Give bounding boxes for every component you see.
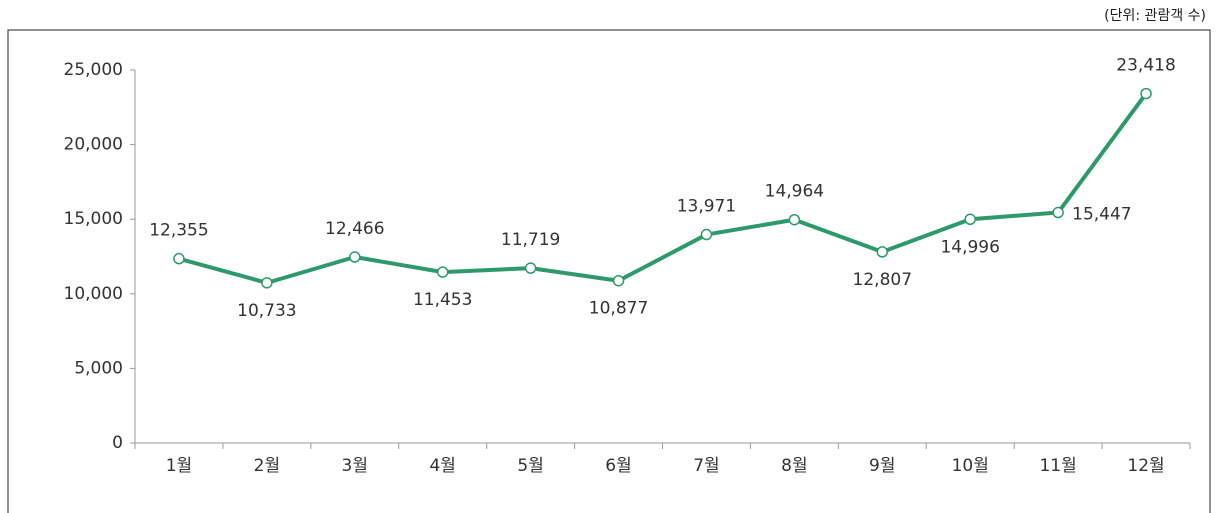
- marker: [261, 277, 273, 289]
- data-label: 12,355: [149, 221, 208, 241]
- y-tick-label: 0: [112, 433, 123, 453]
- x-tick-label: 9월: [869, 456, 895, 476]
- x-tick-label: 4월: [429, 456, 455, 476]
- data-label: 14,964: [765, 182, 824, 202]
- x-tick-label: 12월: [1127, 456, 1164, 476]
- line: [178, 92, 1148, 285]
- x-tick-label: 5월: [517, 456, 543, 476]
- marker: [173, 252, 185, 265]
- data-label: 11,453: [413, 290, 472, 310]
- marker: [876, 246, 889, 258]
- data-label: 11,719: [501, 230, 560, 250]
- data-label: 15,447: [1072, 205, 1131, 225]
- unit-note: (단위: 관람객 수): [1104, 8, 1206, 24]
- marker: [1052, 206, 1064, 219]
- data-label: 10,877: [589, 299, 648, 319]
- data-label: 13,971: [677, 197, 736, 217]
- data-label: 14,996: [940, 237, 999, 257]
- x-tick-label: 6월: [605, 456, 631, 476]
- frame: [7, 29, 1211, 513]
- y-tick-label: 10,000: [64, 284, 123, 304]
- marker: [612, 274, 625, 287]
- x-tick-label: 7월: [693, 456, 719, 476]
- marker: [700, 228, 713, 241]
- marker: [788, 213, 801, 226]
- marker: [436, 266, 449, 278]
- y-tick-label: 15,000: [64, 209, 123, 229]
- y-tick-label: 25,000: [64, 60, 123, 80]
- data-label: 10,733: [237, 301, 296, 321]
- data-label: 23,418: [1116, 56, 1175, 76]
- x-tick-label: 10월: [952, 456, 989, 476]
- marker: [964, 213, 976, 226]
- x-tick-label: 3월: [342, 456, 368, 476]
- x-tick-label: 1월: [166, 456, 192, 476]
- data-label: 12,807: [853, 270, 912, 290]
- x-tick-label: 11월: [1039, 456, 1076, 476]
- marker: [524, 262, 537, 274]
- marker: [1140, 87, 1152, 100]
- x-tick-label: 2월: [254, 456, 280, 476]
- data-label: 12,466: [325, 219, 384, 239]
- x-tick-label: 8월: [781, 456, 807, 476]
- y-tick-label: 20,000: [64, 135, 123, 155]
- marker: [349, 251, 361, 263]
- y-tick-label: 5,000: [74, 358, 123, 378]
